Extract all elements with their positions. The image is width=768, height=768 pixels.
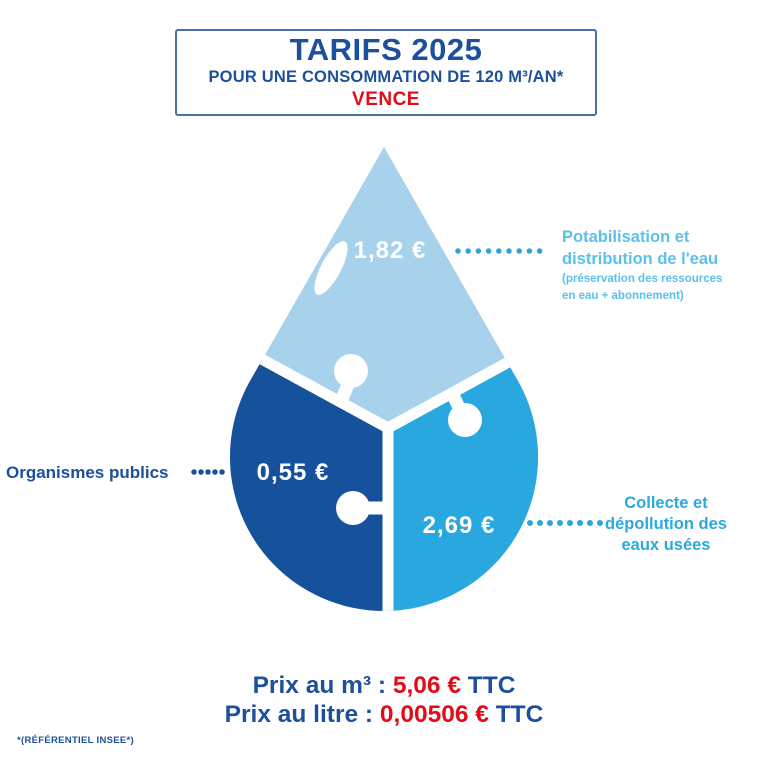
price-litre-suffix: TTC xyxy=(495,701,544,728)
value-potabilisation: 1,82 € xyxy=(353,237,427,264)
puzzle-knobs xyxy=(333,354,482,525)
price-litre-value: 0,00506 € xyxy=(379,701,489,728)
dotted-connectors xyxy=(191,248,613,526)
price-per-m3: Prix au m³ : 5,06 € TTC xyxy=(0,671,768,700)
price-m3-suffix: TTC xyxy=(467,672,516,699)
label-potabilisation-sub2: en eau + abonnement) xyxy=(562,290,684,302)
price-litre-prefix: Prix au litre : xyxy=(224,701,374,728)
price-m3-prefix: Prix au m³ : xyxy=(252,672,387,699)
city-name: VENCE xyxy=(352,89,420,110)
label-collecte-line3: eaux usées xyxy=(621,536,711,554)
label-potabilisation-sub1: (préservation des ressources xyxy=(562,273,723,285)
drop-shine xyxy=(314,241,348,295)
page-title: TARIFS 2025 xyxy=(289,32,483,67)
footnote: *(RÉFÉRENTIEL INSEE*) xyxy=(17,735,134,746)
price-summary: Prix au m³ : 5,06 € TTC Prix au litre : … xyxy=(0,671,768,729)
value-collecte-depollution: 2,69 € xyxy=(422,512,496,539)
label-potabilisation-line1: Potabilisation et xyxy=(562,228,690,246)
page-subtitle: POUR UNE CONSOMMATION DE 120 M³/AN* xyxy=(208,68,564,86)
price-per-litre: Prix au litre : 0,00506 € TTC xyxy=(0,700,768,729)
label-potabilisation-line2: distribution de l'eau xyxy=(562,249,719,268)
label-collecte-line2: dépollution des xyxy=(605,515,727,533)
price-m3-value: 5,06 € xyxy=(392,672,461,699)
label-organismes-publics: Organismes publics xyxy=(6,463,169,482)
header-box: TARIFS 2025 POUR UNE CONSOMMATION DE 120… xyxy=(175,29,597,116)
label-collecte-line1: Collecte et xyxy=(624,494,708,512)
label-collecte: Collecte et dépollution des eaux usées xyxy=(598,493,734,556)
value-organismes-publics: 0,55 € xyxy=(256,459,330,486)
label-potabilisation: Potabilisation et distribution de l'eau … xyxy=(562,227,722,304)
